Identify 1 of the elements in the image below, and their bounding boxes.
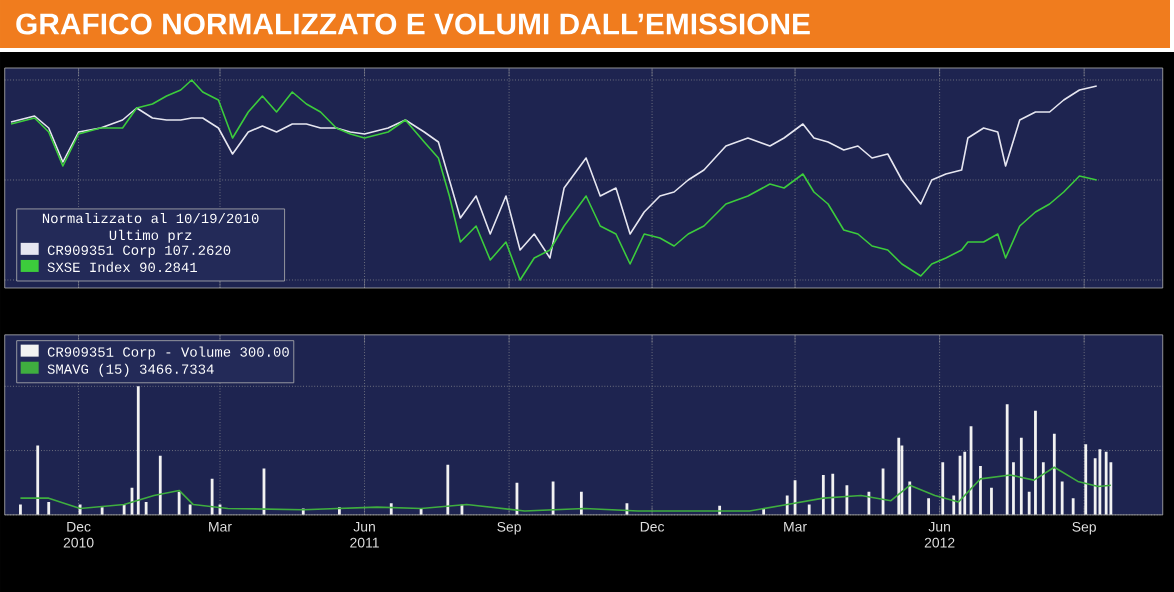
chart-title: GRAFICO NORMALIZZATO E VOLUMI DALL’EMISSIONE — [16, 13, 810, 35]
